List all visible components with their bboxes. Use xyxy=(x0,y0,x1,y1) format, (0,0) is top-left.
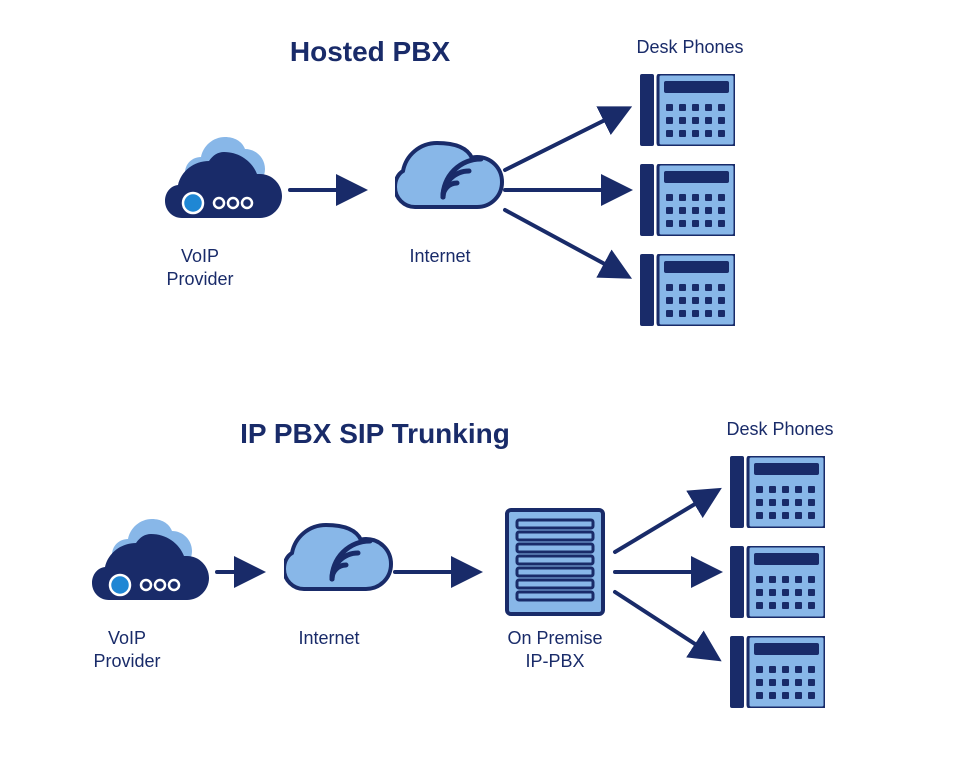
desk-phone-icon xyxy=(730,546,825,618)
internet-cloud-icon xyxy=(395,135,505,225)
internet-label: Internet xyxy=(259,627,399,650)
desk-phone-icon xyxy=(640,254,735,326)
desk-phone-icon xyxy=(730,636,825,708)
desk-phone-icon xyxy=(640,164,735,236)
voip-provider-label: VoIP Provider xyxy=(57,627,197,674)
desk-phone-icon xyxy=(730,456,825,528)
section2-title: IP PBX SIP Trunking xyxy=(175,418,575,450)
pbx-diagram: Hosted PBX VoIP Provider Internet Desk P… xyxy=(0,0,960,760)
ippbx-server-icon xyxy=(505,508,605,616)
desk-phone-icon xyxy=(640,74,735,146)
internet-cloud-icon xyxy=(284,517,394,607)
ippbx-label: On Premise IP-PBX xyxy=(470,627,640,674)
voip-provider-icon xyxy=(165,125,285,235)
voip-provider-label: VoIP Provider xyxy=(130,245,270,292)
desk-phones-label-1: Desk Phones xyxy=(600,36,780,59)
internet-label: Internet xyxy=(370,245,510,268)
desk-phones-label-2: Desk Phones xyxy=(690,418,870,441)
section1-title: Hosted PBX xyxy=(240,36,500,68)
voip-provider-icon xyxy=(92,507,212,617)
